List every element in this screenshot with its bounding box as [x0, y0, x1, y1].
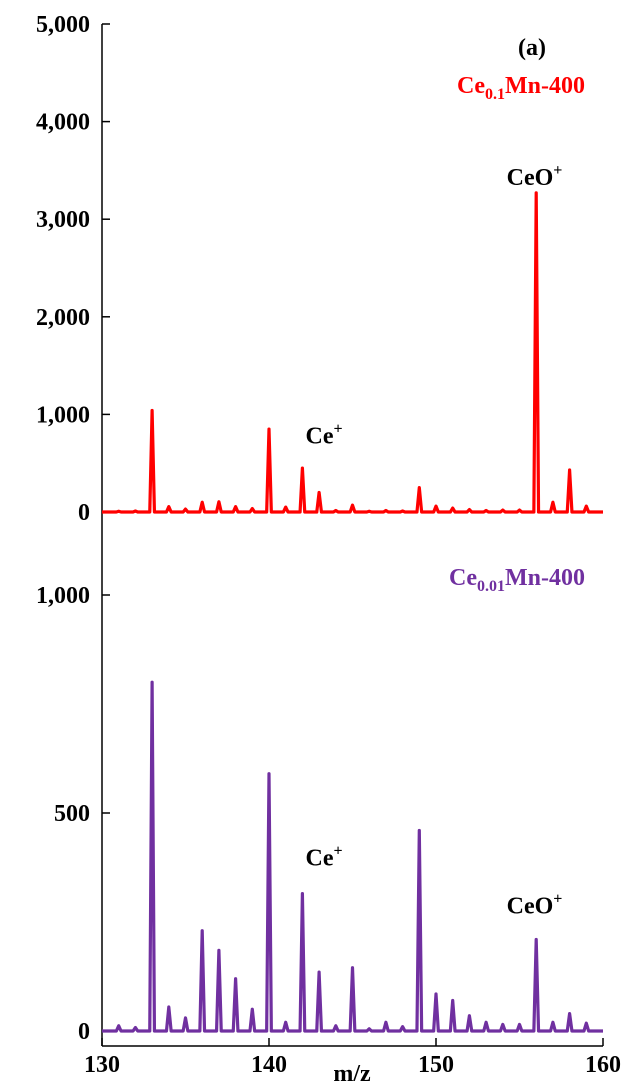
x-tick-label: 130: [84, 1052, 120, 1078]
peak-point: [552, 1021, 554, 1024]
peak-point: [184, 508, 187, 510]
series-layer: [102, 191, 603, 1033]
peak-point: [218, 500, 220, 503]
x-tick-label: 160: [585, 1052, 621, 1078]
peak-point: [585, 1022, 588, 1024]
peak-point: [301, 892, 304, 895]
peak-point: [351, 966, 354, 969]
peak-point: [117, 510, 120, 513]
peak-point: [134, 510, 137, 512]
peak-point: [351, 504, 354, 506]
x-tick-label: 150: [418, 1052, 454, 1078]
peak-point: [568, 1012, 571, 1015]
peak-point: [535, 192, 537, 194]
peak-point: [418, 829, 421, 832]
peak-point: [234, 505, 237, 508]
axes-layer: [101, 23, 604, 1047]
y-tick-label: 0: [78, 500, 90, 526]
peak-point: [502, 1023, 504, 1026]
peak-annotation: Ce+: [306, 842, 343, 871]
peak-annotation: CeO+: [507, 162, 563, 191]
peak-point: [385, 1021, 387, 1024]
peak-point: [268, 772, 270, 775]
peak-point: [218, 949, 220, 952]
peak-point: [485, 1021, 487, 1024]
peak-point: [251, 1008, 254, 1010]
peak-point: [468, 508, 471, 511]
peak-point: [318, 491, 320, 494]
peak-point: [284, 506, 287, 508]
peak-point: [168, 1006, 170, 1008]
peak-point: [552, 501, 554, 504]
peak-point: [518, 1023, 521, 1026]
peak-point: [401, 510, 404, 512]
x-tick-label: 140: [251, 1052, 287, 1078]
peak-point: [468, 1014, 471, 1017]
peak-point: [368, 510, 371, 513]
peak-point: [268, 428, 270, 430]
peak-point: [201, 929, 203, 932]
peak-point: [134, 1026, 137, 1029]
y-tick-label: 0: [78, 1019, 90, 1045]
y-tick-label: 2,000: [36, 305, 90, 331]
labels-layer: 0 1,000 2,000 3,000 4,000 5,000 Ce0.1Mn-400 (a)…: [36, 12, 621, 1085]
panel-label: (a): [518, 35, 546, 61]
y-tick-label: 5,000: [36, 12, 90, 38]
peak-point: [318, 971, 320, 973]
peak-point: [335, 509, 337, 512]
y-tick-label: 1,000: [36, 402, 90, 428]
peak-point: [451, 999, 454, 1002]
peak-point: [335, 1024, 337, 1027]
peak-point: [568, 469, 571, 471]
peak-point: [418, 486, 421, 489]
peak-point: [301, 467, 304, 469]
peak-point: [401, 1025, 404, 1028]
y-tick-label: 3,000: [36, 207, 90, 233]
peak-point: [485, 509, 487, 512]
peak-point: [251, 507, 254, 510]
peak-point: [385, 509, 387, 512]
peak-point: [201, 501, 203, 504]
peak-point: [117, 1024, 120, 1027]
peak-point: [368, 1028, 371, 1030]
peak-point: [518, 509, 521, 511]
y-tick-label: 1,000: [36, 583, 90, 609]
peak-point: [234, 977, 237, 980]
peak-point: [535, 938, 537, 941]
peak-point: [435, 505, 437, 507]
spectrum-line-ce0.01mn-400: [102, 680, 603, 1033]
peak-point: [151, 409, 153, 412]
y-tick-label: 4,000: [36, 110, 90, 136]
peak-point: [284, 1021, 287, 1024]
peak-point: [184, 1017, 187, 1019]
spectrum-line-ce0.1mn-400: [102, 191, 603, 514]
peak-point: [168, 505, 170, 508]
series-label: Ce0.01Mn-400: [449, 565, 585, 595]
peak-point: [585, 505, 588, 507]
x-axis-label: m/z: [333, 1061, 371, 1085]
peak-annotation: Ce+: [306, 421, 343, 450]
series-label: Ce0.1Mn-400: [457, 73, 585, 103]
y-tick-label: 500: [54, 801, 90, 827]
peak-point: [151, 681, 153, 683]
peak-point: [451, 507, 454, 509]
peak-point: [435, 993, 437, 995]
peak-annotation: CeO+: [507, 890, 563, 919]
peak-point: [502, 509, 504, 511]
